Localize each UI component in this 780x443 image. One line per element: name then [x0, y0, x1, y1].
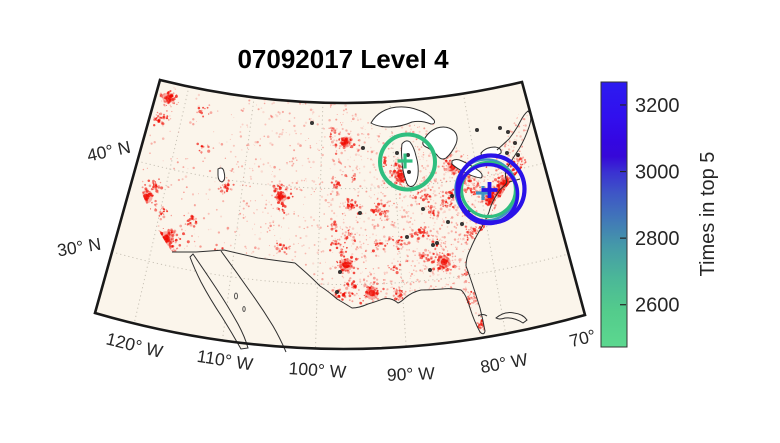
meridian-line — [462, 93, 507, 334]
colorbar-tick-label: 2800 — [635, 228, 680, 250]
city-dot — [361, 146, 365, 150]
city-dot — [498, 126, 502, 130]
city-dot — [446, 220, 450, 224]
city-dot — [421, 207, 425, 211]
gulf-island — [234, 292, 238, 300]
meridian-line — [389, 101, 407, 347]
colorbar-tick-label: 2600 — [635, 295, 680, 317]
map-frame — [93, 78, 587, 351]
highlight-circle — [456, 162, 520, 226]
coastline — [172, 249, 296, 264]
coastlines-and-lakes — [172, 106, 532, 353]
colorbar-axis-label: Times in top 5 — [697, 152, 719, 277]
figure-title: 07092017 Level 4 — [237, 44, 449, 74]
city-dot — [406, 153, 410, 157]
lake-shape — [217, 167, 226, 183]
city-dot — [450, 194, 454, 198]
coastline — [294, 110, 532, 335]
graticule-grid — [111, 86, 569, 349]
gulf-island — [242, 306, 246, 312]
city-dot — [395, 151, 399, 155]
city-dot — [431, 243, 435, 247]
colorbar-bar — [600, 81, 628, 348]
meridian-line — [221, 97, 255, 341]
city-dot — [407, 170, 411, 174]
colorbar-tick-label: 3000 — [635, 162, 680, 184]
longitude-label: 100° W — [288, 358, 347, 382]
city-marker-dots — [310, 121, 520, 294]
city-dot — [358, 211, 362, 215]
city-dot — [428, 268, 432, 272]
parallel-line — [111, 251, 569, 286]
latitude-label: 40° N — [85, 137, 132, 166]
center-crosses — [397, 153, 498, 200]
center-cross — [397, 153, 413, 169]
center-cross — [481, 182, 498, 198]
longitude-label: 110° W — [196, 346, 255, 375]
lake-shape — [370, 106, 436, 128]
city-dot — [513, 141, 517, 145]
colorbar: 3200 3000 2800 2600 Times in top 5 — [600, 81, 719, 348]
cuba-outline — [495, 312, 528, 324]
city-dot — [475, 128, 479, 132]
city-dot — [505, 151, 509, 155]
city-dot — [335, 290, 339, 294]
coastline — [220, 250, 287, 353]
longitude-label: 70° — [567, 325, 598, 351]
city-dot — [338, 270, 342, 274]
baja-peninsula — [189, 253, 249, 350]
longitude-label: 90° W — [387, 363, 436, 385]
colorbar-ticks: 3200 3000 2800 2600 — [620, 95, 680, 317]
coastline — [477, 314, 488, 317]
city-dot — [310, 121, 314, 125]
lake-shape — [422, 126, 458, 160]
meridian-line — [315, 102, 324, 349]
city-dot — [435, 241, 439, 245]
city-dot — [460, 222, 464, 226]
colorbar-tick-label: 3200 — [635, 95, 680, 117]
map-land — [95, 80, 585, 350]
city-dot — [516, 153, 520, 157]
city-dot — [506, 130, 510, 134]
highlight-circle — [378, 132, 437, 192]
longitude-label: 80° W — [479, 349, 530, 377]
longitude-label: 120° W — [104, 329, 165, 362]
highlight-circles — [378, 132, 527, 226]
latitude-label: 30° N — [56, 234, 103, 261]
meridian-line — [133, 86, 190, 324]
city-dot — [405, 235, 409, 239]
